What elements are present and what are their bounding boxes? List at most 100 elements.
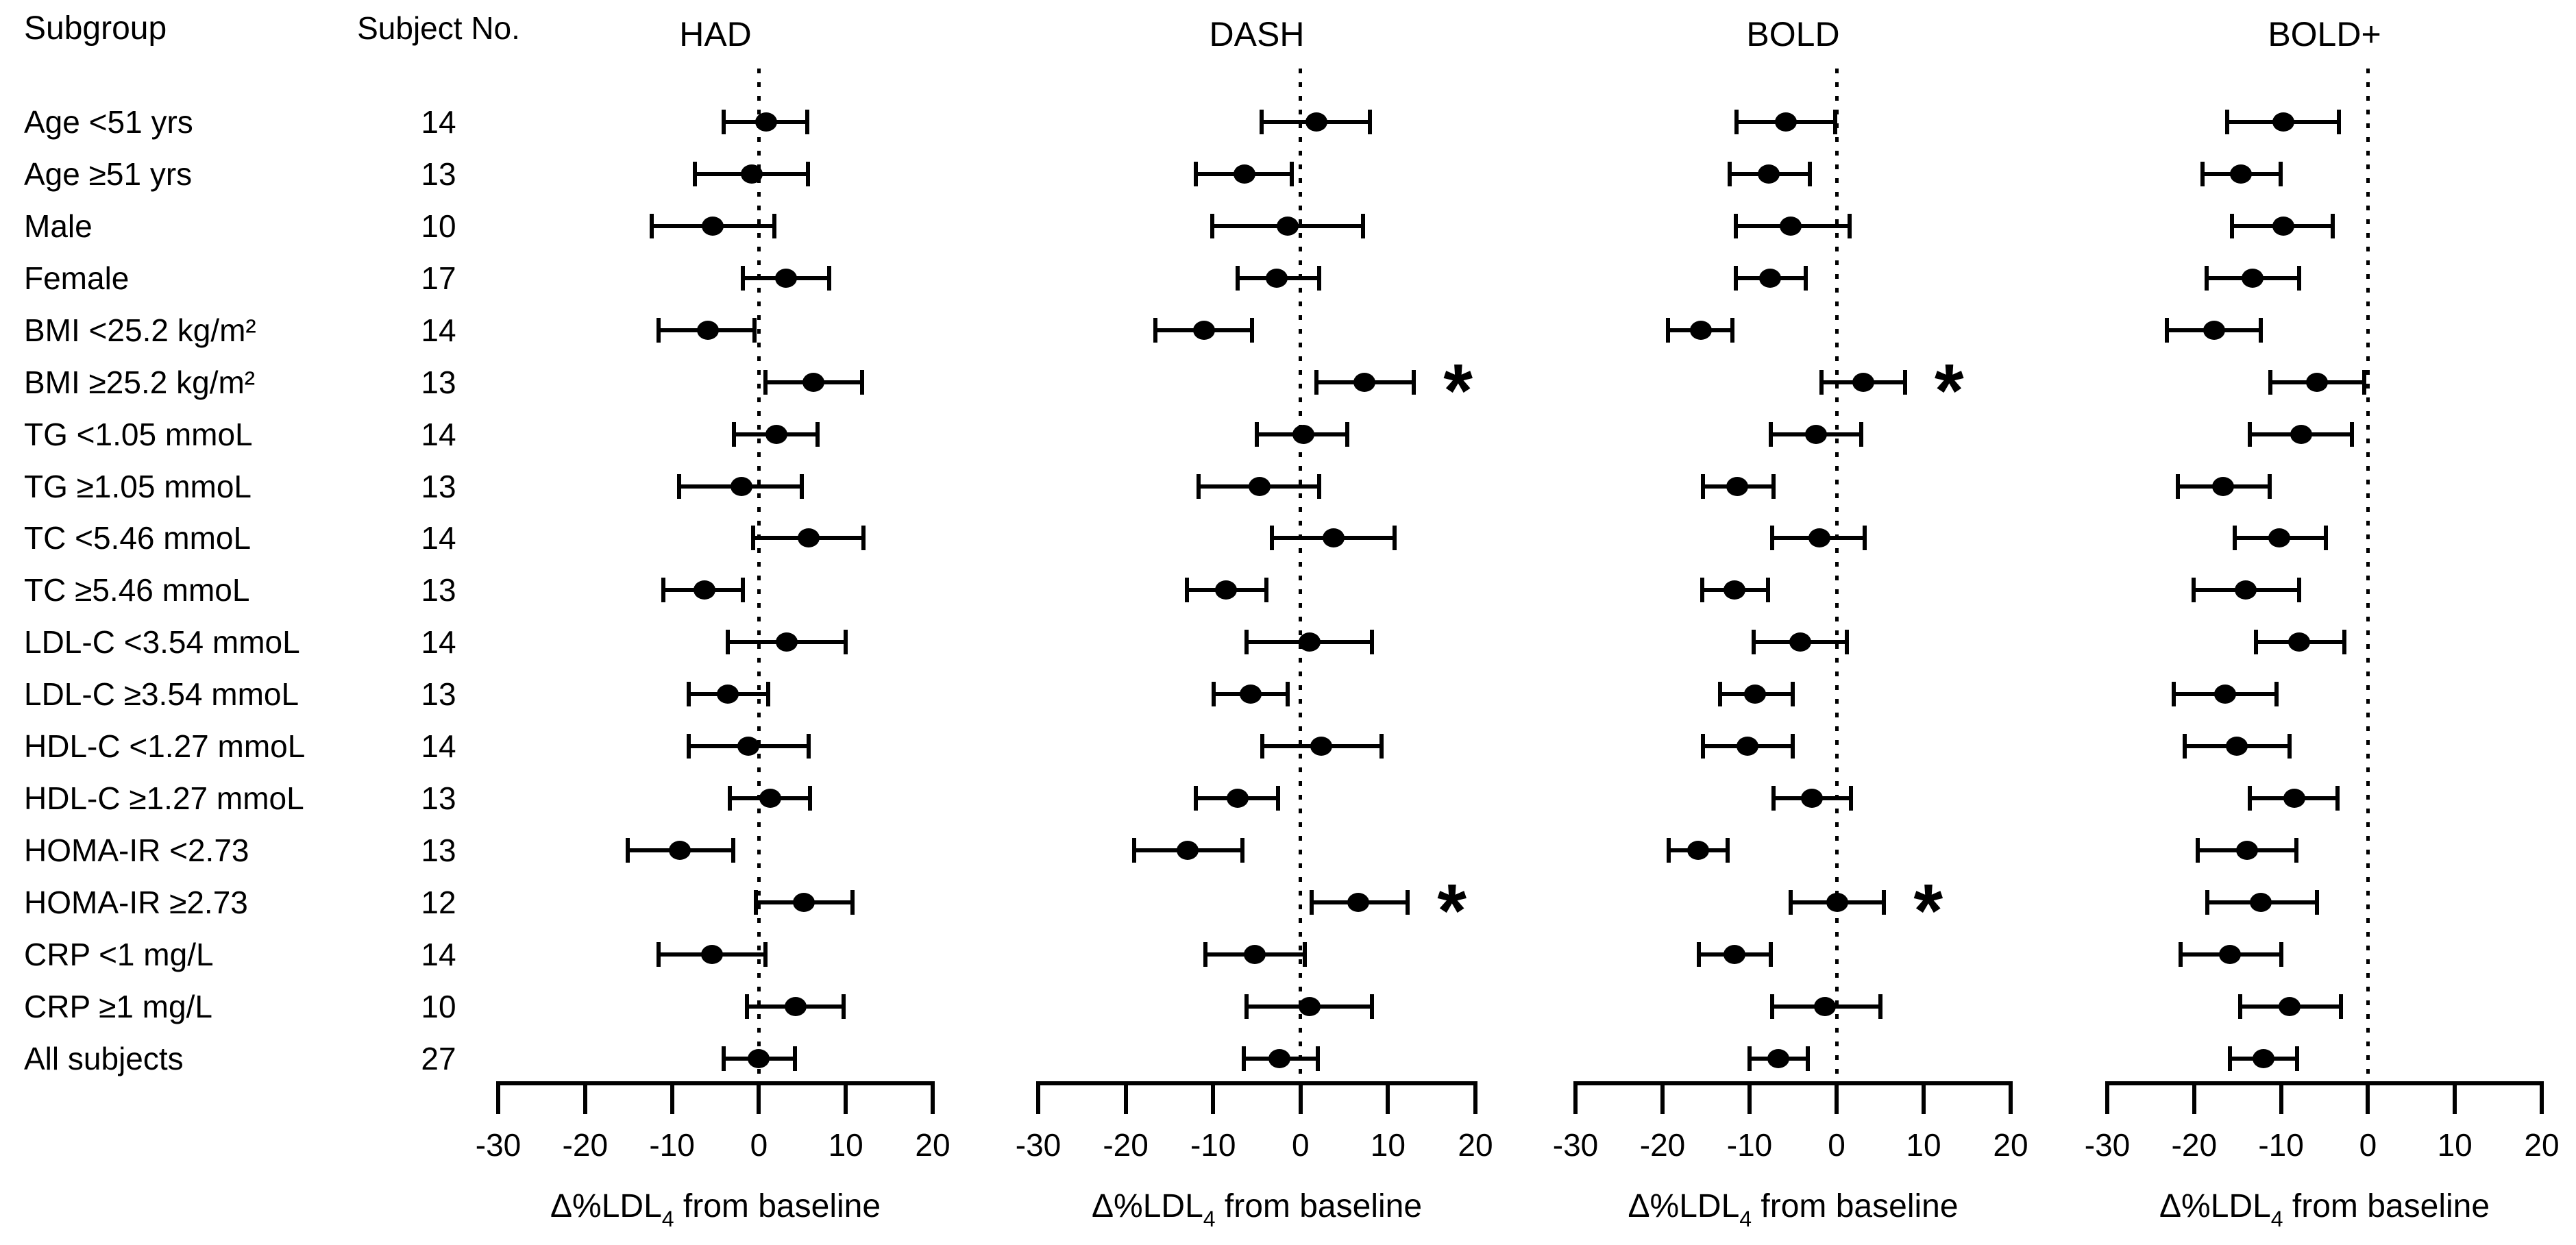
ci-cap-right	[1250, 317, 1255, 343]
point-estimate	[1767, 1048, 1789, 1068]
error-bar	[721, 110, 809, 134]
error-bar	[753, 889, 855, 915]
x-axis-tick	[496, 1084, 500, 1114]
zero-reference-line	[2366, 69, 2370, 1081]
x-axis-title: Δ%LDL4 from baseline	[2159, 1187, 2490, 1238]
ci-cap-right	[1902, 369, 1907, 395]
ci-cap-left	[1194, 786, 1199, 811]
point-estimate	[1775, 112, 1798, 132]
row-label: HOMA-IR <2.73	[24, 833, 249, 869]
x-axis-tick-label: -20	[2171, 1127, 2218, 1163]
axis-title-subscript: 4	[1739, 1207, 1752, 1231]
point-estimate	[693, 580, 715, 600]
ci-cap-left	[1185, 578, 1190, 603]
x-axis-tick-label: -10	[649, 1127, 695, 1163]
axis-title-text: from baseline	[1215, 1188, 1423, 1224]
error-bar	[2225, 110, 2342, 134]
point-estimate	[1757, 164, 1780, 184]
ci-cap-left	[1270, 526, 1275, 551]
point-estimate	[2268, 528, 2291, 548]
x-axis-tick-label: 0	[1292, 1127, 1310, 1163]
x-axis-tick-label: -30	[475, 1127, 522, 1163]
ci-cap-left	[2232, 526, 2237, 551]
row-label: TG <1.05 mmoL	[24, 416, 253, 452]
point-estimate	[700, 944, 723, 964]
subject-count: 12	[421, 884, 456, 920]
x-axis-tick-label: 0	[2359, 1127, 2377, 1163]
ci-cap-right	[1791, 734, 1795, 759]
x-axis-title: Δ%LDL4 from baseline	[1628, 1187, 1958, 1238]
subject-count: 27	[421, 1040, 456, 1076]
ci-cap-left	[1734, 110, 1739, 134]
row-label: Age ≥51 yrs	[24, 156, 193, 192]
ci-cap-left	[1314, 369, 1319, 395]
point-estimate	[1310, 737, 1333, 756]
row-label: HDL-C <1.27 mmoL	[24, 728, 306, 765]
error-bar	[1770, 994, 1883, 1019]
ci-cap-right	[800, 473, 805, 499]
error-bar	[2248, 786, 2340, 811]
point-estimate	[1726, 476, 1749, 496]
error-bar	[649, 213, 776, 238]
point-estimate	[784, 996, 807, 1016]
error-bar	[721, 1046, 798, 1071]
error-bar	[1718, 682, 1795, 707]
ci-cap-left	[661, 578, 666, 603]
error-bar	[687, 734, 811, 759]
ci-cap-left	[1242, 1046, 1247, 1071]
ci-cap-left	[2171, 682, 2176, 707]
error-bar	[1734, 213, 1852, 238]
subject-count: 14	[421, 728, 456, 765]
point-estimate	[2234, 580, 2257, 600]
subject-count: 13	[421, 833, 456, 869]
ci-cap-right	[805, 110, 809, 134]
ci-cap-left	[2178, 941, 2183, 967]
row-label: TG ≥1.05 mmoL	[24, 468, 252, 504]
row-label: CRP ≥1 mg/L	[24, 988, 212, 1024]
x-axis-tick	[2279, 1084, 2283, 1114]
point-estimate	[1804, 424, 1827, 444]
ci-cap-left	[2164, 317, 2169, 343]
x-axis-line	[2105, 1081, 2544, 1085]
point-estimate	[775, 632, 798, 652]
error-bar	[1747, 1046, 1810, 1071]
ci-cap-left	[1259, 110, 1264, 134]
point-estimate	[716, 685, 739, 704]
ci-cap-right	[842, 994, 846, 1019]
ci-cap-left	[1768, 421, 1773, 447]
ci-cap-right	[1393, 526, 1397, 551]
ci-cap-left	[1770, 994, 1775, 1019]
error-bar	[1700, 578, 1771, 603]
point-estimate	[2288, 632, 2311, 652]
ci-cap-right	[1264, 578, 1268, 603]
ci-cap-right	[1771, 473, 1776, 499]
ci-cap-left	[1244, 630, 1249, 655]
subject-count: 14	[421, 624, 456, 661]
axis-title-subscript: 4	[661, 1207, 674, 1231]
x-axis-line	[1573, 1081, 2013, 1085]
point-estimate	[2203, 320, 2225, 340]
error-bar	[2254, 630, 2346, 655]
x-axis-tick	[1747, 1084, 1752, 1114]
error-bar	[1734, 265, 1808, 291]
x-axis-tick-label: -30	[1552, 1127, 1599, 1163]
ci-cap-left	[2205, 889, 2210, 915]
ci-cap-left	[1196, 473, 1201, 499]
significance-asterisk: *	[1443, 348, 1473, 433]
x-axis-tick	[2009, 1084, 2013, 1114]
ci-cap-left	[1700, 473, 1705, 499]
ci-cap-left	[1696, 941, 1701, 967]
point-estimate	[731, 476, 753, 496]
ci-cap-left	[687, 734, 691, 759]
panel-title: BOLD+	[2268, 15, 2381, 53]
x-axis-tick-label: 20	[1993, 1127, 2028, 1163]
ci-cap-right	[1369, 630, 1374, 655]
ci-cap-right	[1808, 161, 1813, 186]
x-axis-tick	[582, 1084, 587, 1114]
error-bar	[1667, 838, 1730, 863]
error-bar	[1309, 889, 1410, 915]
x-axis-title: Δ%LDL4 from baseline	[1092, 1187, 1422, 1238]
ci-cap-left	[1771, 786, 1776, 811]
ci-cap-left	[2238, 994, 2243, 1019]
